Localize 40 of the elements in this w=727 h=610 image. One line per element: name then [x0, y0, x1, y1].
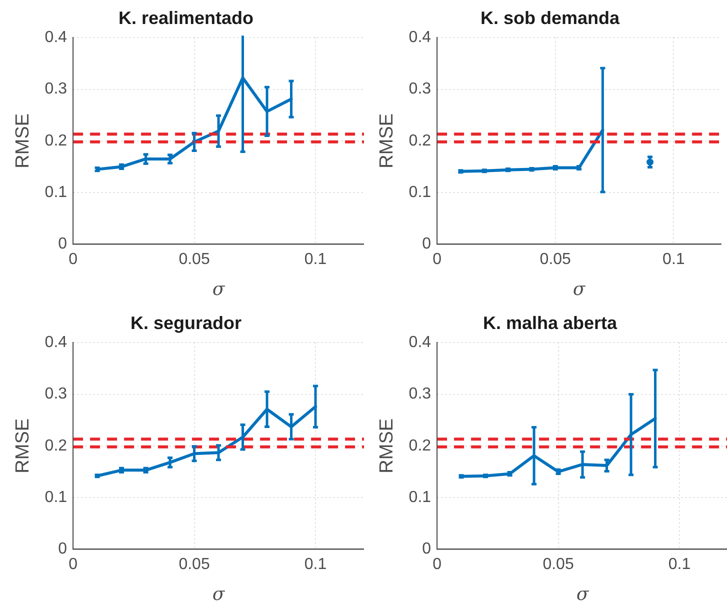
- x-axis-title: σ: [576, 584, 590, 605]
- chart-title: K. segurador: [130, 312, 242, 333]
- x-axis-title: σ: [572, 278, 586, 300]
- y-tick-label: 0.1: [408, 184, 432, 201]
- y-tick-label: 0.1: [44, 488, 68, 506]
- x-tick-label: 0.05: [540, 251, 572, 268]
- y-tick-label: 0.4: [44, 29, 68, 46]
- y-tick-label: 0: [422, 540, 432, 558]
- x-tick-label: 0.1: [662, 251, 685, 268]
- y-tick-label: 0.2: [408, 437, 432, 454]
- chart-title: K. malha aberta: [482, 312, 618, 333]
- chart-title: K. realimentado: [118, 8, 254, 28]
- x-axis-title: σ: [212, 278, 226, 300]
- y-tick-label: 0.3: [408, 386, 432, 403]
- x-tick-label: 0.05: [542, 556, 574, 574]
- y-axis-title: RMSE: [12, 418, 34, 474]
- y-tick-label: 0.3: [408, 80, 432, 98]
- x-tick-label: 0.05: [178, 556, 210, 574]
- y-tick-label: 0.1: [44, 184, 68, 201]
- y-tick-label: 0.4: [44, 334, 68, 352]
- y-axis-title: RMSE: [12, 113, 34, 168]
- y-axis-title: RMSE: [376, 418, 398, 474]
- y-tick-label: 0.4: [408, 334, 432, 352]
- x-tick-label: 0.1: [304, 556, 327, 574]
- y-tick-label: 0.2: [44, 437, 68, 454]
- y-tick-label: 0.2: [44, 132, 68, 150]
- y-tick-label: 0.2: [408, 132, 432, 150]
- y-tick-label: 0.3: [44, 386, 68, 403]
- chart-title: K. sob demanda: [480, 8, 620, 28]
- x-tick-label: 0.05: [178, 251, 210, 268]
- x-tick-label: 0.1: [668, 556, 691, 574]
- y-tick-label: 0: [58, 540, 68, 558]
- y-tick-label: 0: [422, 236, 432, 253]
- x-axis-title: σ: [212, 584, 226, 605]
- y-tick-label: 0.1: [408, 488, 432, 506]
- y-tick-label: 0.3: [44, 80, 68, 98]
- y-tick-label: 0.4: [408, 29, 432, 46]
- x-tick-label: 0.1: [304, 251, 327, 268]
- y-tick-label: 0: [58, 236, 68, 253]
- y-axis-title: RMSE: [376, 113, 398, 168]
